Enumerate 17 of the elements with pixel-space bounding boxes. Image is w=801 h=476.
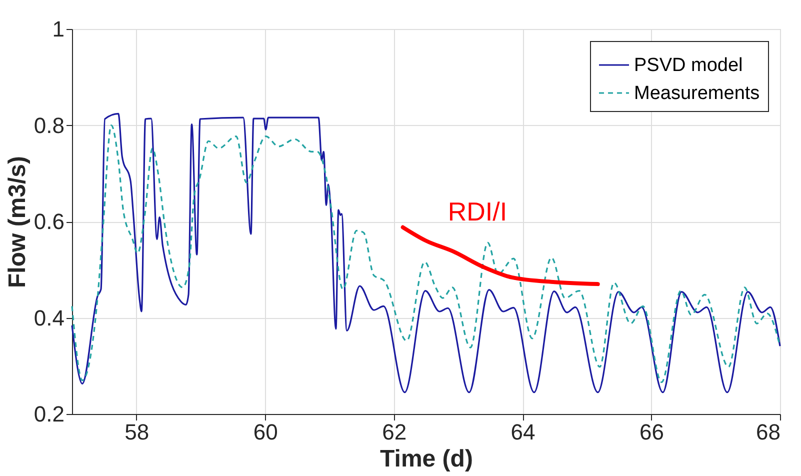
legend-label: Measurements [634, 83, 760, 104]
y-tick-label: 0.4 [34, 305, 64, 330]
legend-label: PSVD model [634, 55, 743, 76]
y-tick-label: 0.6 [34, 209, 64, 234]
x-tick-label: 68 [756, 420, 780, 444]
x-tick-label: 62 [382, 420, 407, 444]
x-tick-label: 60 [253, 420, 278, 444]
y-tick-label: 1 [52, 16, 64, 42]
y-tick-label: 0.2 [34, 402, 64, 426]
x-tick-label: 64 [510, 420, 536, 444]
y-tick-label: 0.8 [34, 112, 64, 138]
x-axis-title: Time (d) [380, 446, 473, 472]
line-series [400, 225, 600, 286]
x-tick-label: 66 [640, 420, 664, 444]
x-tick-label: 58 [124, 420, 150, 444]
y-axis-title: Flow (m3/s) [4, 156, 31, 288]
annotation: RDI/I [448, 196, 508, 226]
